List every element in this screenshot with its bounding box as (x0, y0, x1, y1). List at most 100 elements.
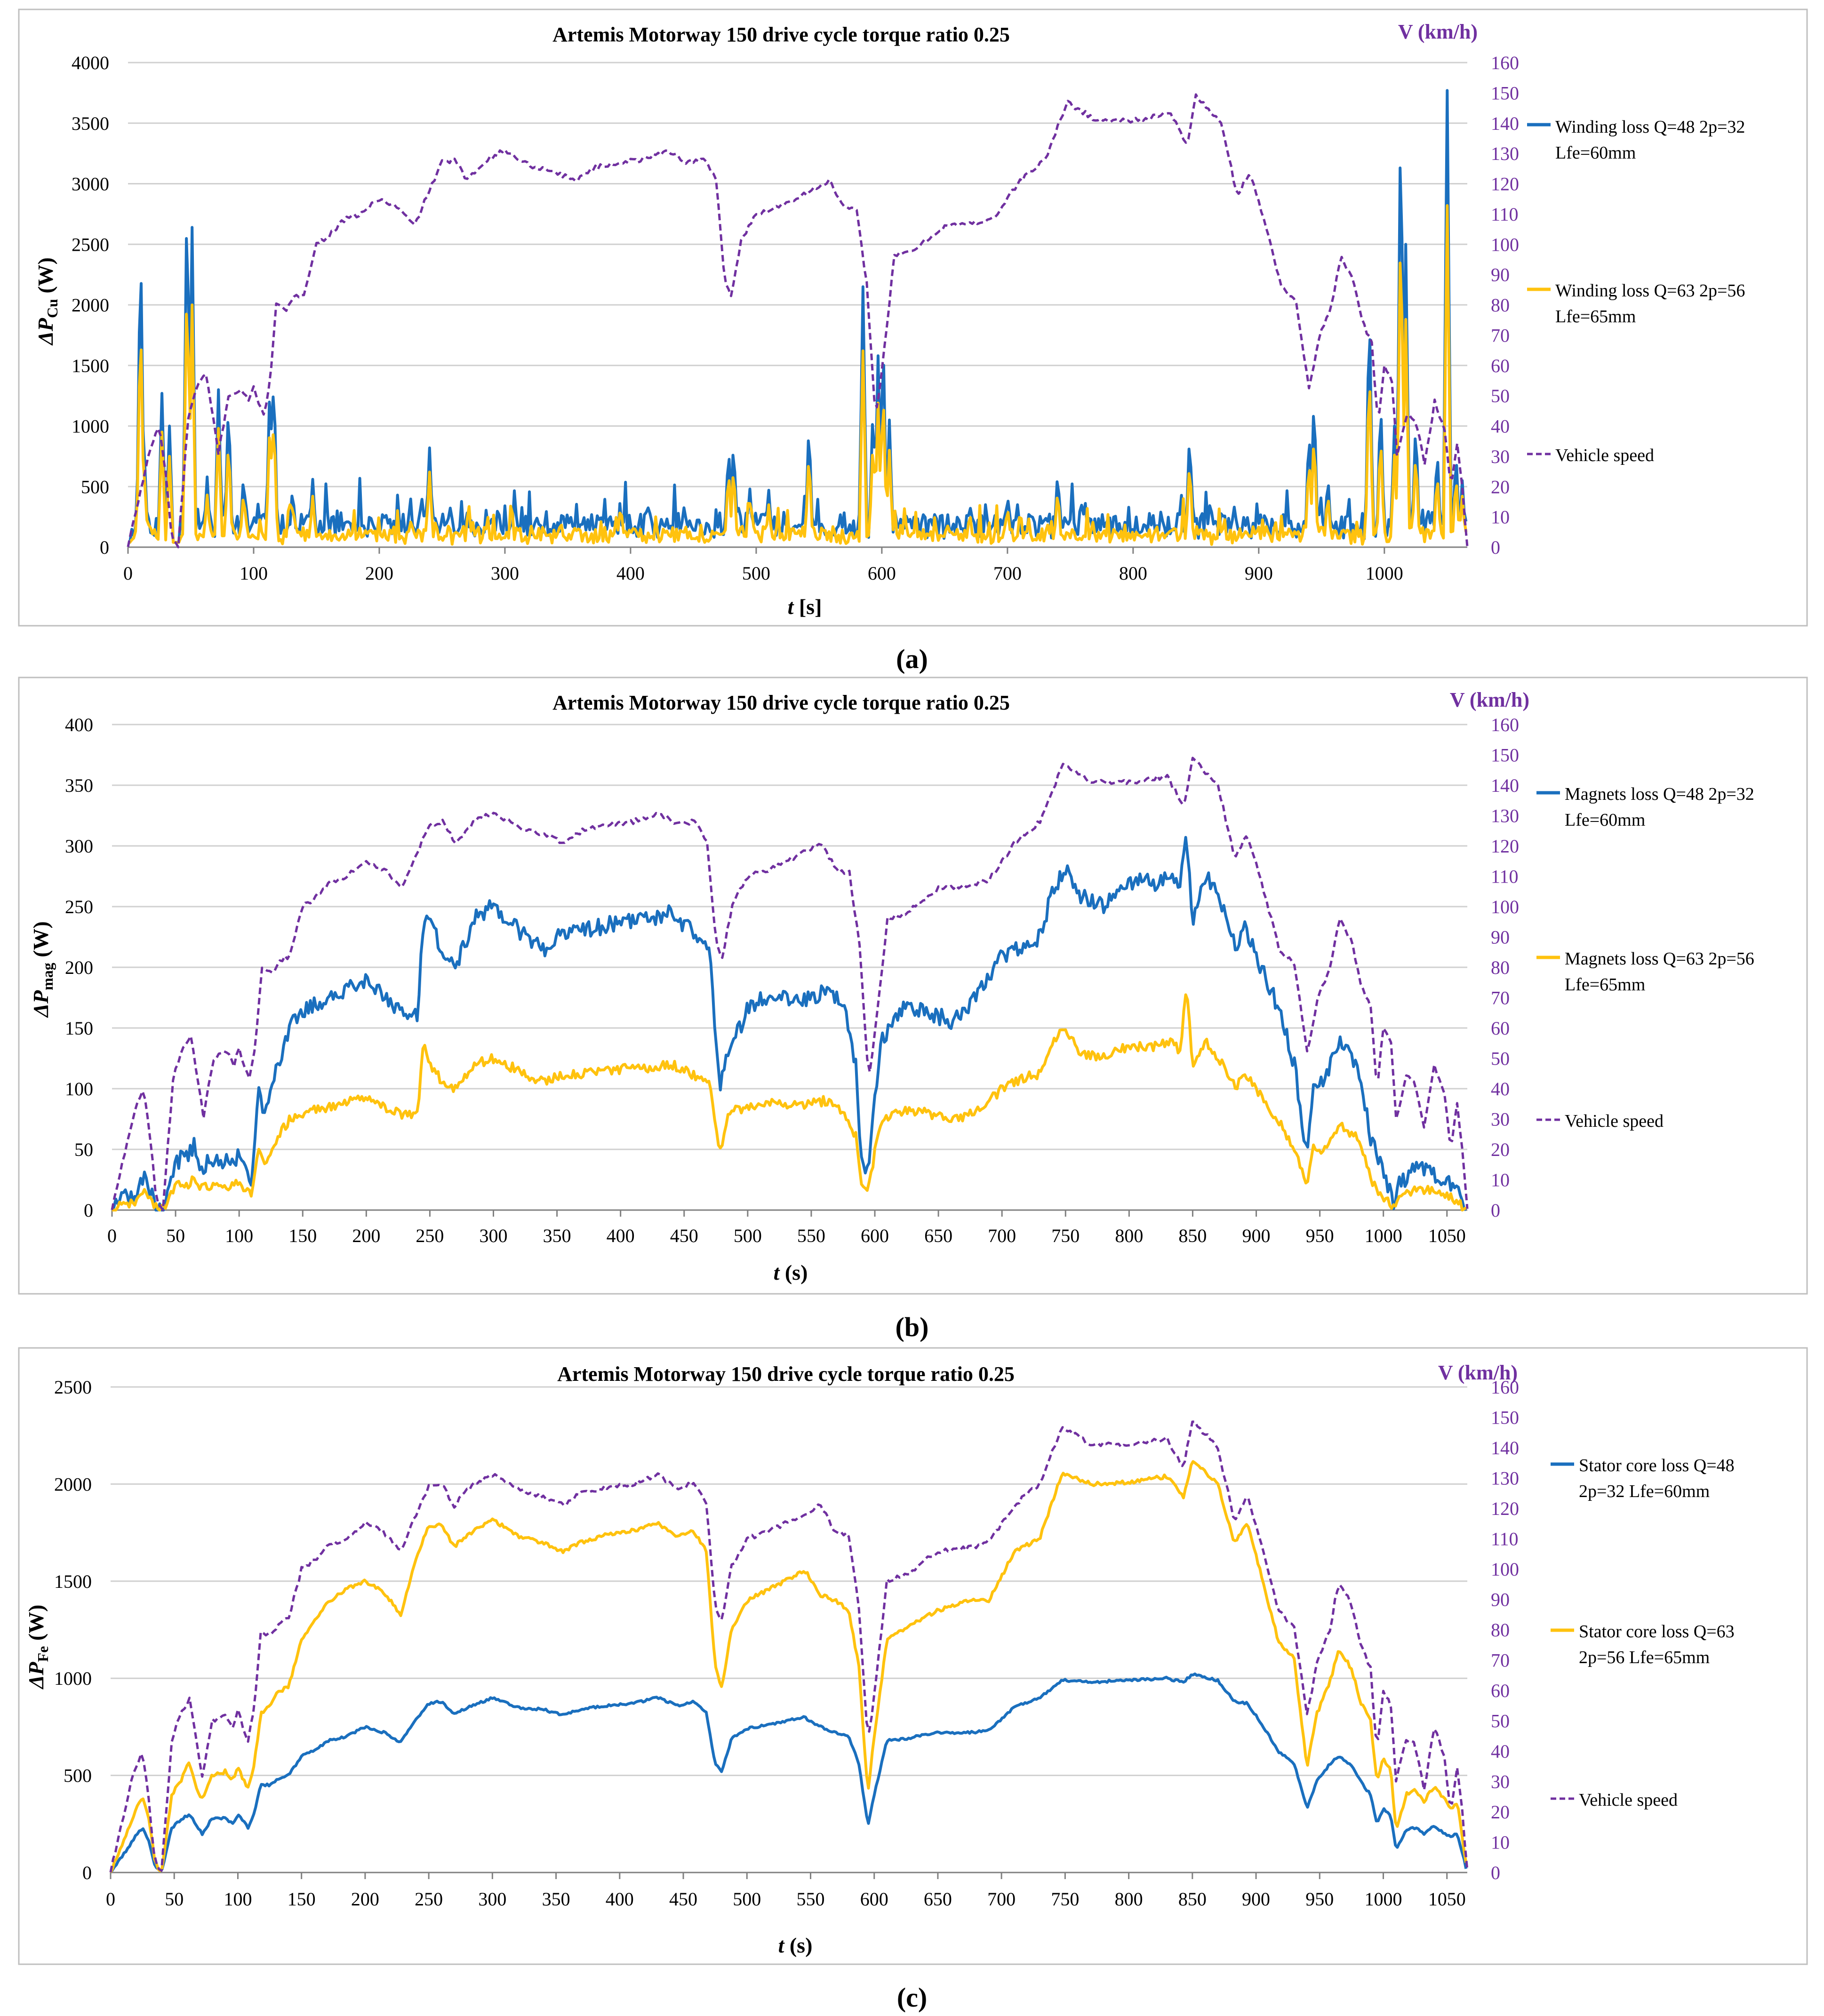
panel-label-a: (a) (896, 644, 928, 674)
y2-tick-label: 60 (1491, 1680, 1510, 1701)
x-tick-label: 200 (351, 1889, 379, 1910)
series-q63-loss (128, 204, 1468, 546)
y-tick-label: 2000 (72, 295, 109, 316)
x-tick-label: 0 (123, 563, 133, 584)
x-tick-label: 100 (240, 563, 268, 584)
x-tick-label: 550 (797, 1225, 825, 1246)
y2-tick-label: 70 (1491, 1650, 1510, 1671)
chart-a-y-label: ΔPCu (W) (33, 257, 61, 346)
y2-tick-label: 140 (1491, 113, 1519, 134)
x-tick-label: 850 (1178, 1889, 1207, 1910)
y2-tick-label: 80 (1491, 1619, 1510, 1641)
legend-a-label-2: Winding loss Q=63 2p=56 Lfe=65mm (1555, 281, 1745, 327)
chart-b-frame (18, 677, 1808, 1295)
x-tick-label: 800 (1115, 1225, 1143, 1246)
x-tick-label: 350 (543, 1225, 571, 1246)
x-tick-label: 850 (1178, 1225, 1207, 1246)
y2-tick-label: 150 (1491, 1407, 1519, 1428)
x-tick-label: 800 (1119, 563, 1147, 584)
chart-b-gridlines (112, 724, 1467, 1211)
chart-c-x-label: t (s) (778, 1933, 813, 1957)
y2-tick-label: 50 (1491, 1711, 1510, 1732)
y2-tick-label: 100 (1491, 896, 1519, 917)
x-tick-label: 750 (1051, 1889, 1079, 1910)
x-tick-label: 1050 (1428, 1225, 1466, 1246)
y2-tick-label: 150 (1491, 745, 1519, 766)
x-tick-label: 0 (107, 1225, 117, 1246)
x-tick-label: 150 (288, 1889, 316, 1910)
y2-tick-label: 40 (1491, 1741, 1510, 1762)
x-tick-label: 400 (606, 1889, 634, 1910)
x-tick-label: 1050 (1428, 1889, 1466, 1910)
series-q63-loss (112, 993, 1467, 1211)
y-tick-label: 0 (82, 1862, 92, 1883)
y-tick-label: 300 (65, 836, 93, 857)
y2-tick-label: 0 (1491, 537, 1500, 558)
x-tick-label: 450 (670, 1225, 698, 1246)
x-tick-label: 500 (733, 1889, 761, 1910)
x-tick-label: 900 (1242, 1225, 1271, 1246)
y2-tick-label: 100 (1491, 1559, 1519, 1580)
x-tick-label: 300 (478, 1889, 506, 1910)
y2-tick-label: 10 (1491, 507, 1510, 528)
x-tick-label: 50 (165, 1889, 184, 1910)
chart-a-x-label: t [s] (788, 595, 822, 619)
x-tick-label: 1000 (1365, 1225, 1402, 1246)
chart-c-y-label-sub: Fe (34, 1646, 51, 1662)
y-tick-label: 2000 (54, 1474, 92, 1495)
y2-tick-label: 160 (1491, 52, 1519, 73)
chart-a-x-label-unit: [s] (793, 595, 822, 619)
panel-label-b: (b) (896, 1312, 929, 1342)
y2-tick-label: 100 (1491, 234, 1519, 255)
y-tick-label: 500 (81, 476, 109, 497)
x-tick-label: 200 (352, 1225, 380, 1246)
y-tick-label: 200 (65, 957, 93, 978)
y2-tick-label: 20 (1491, 476, 1510, 497)
y-tick-label: 150 (65, 1018, 93, 1039)
y2-tick-label: 40 (1491, 1078, 1510, 1100)
x-tick-label: 700 (988, 1225, 1016, 1246)
y2-tick-label: 150 (1491, 82, 1519, 104)
chart-c-gridlines (111, 1386, 1467, 1873)
chart-c-series (109, 1420, 1469, 1873)
x-tick-label: 900 (1245, 563, 1273, 584)
y2-tick-label: 40 (1491, 416, 1510, 437)
x-tick-label: 500 (742, 563, 770, 584)
chart-b-x-axis: 0 50 100 150 200 250 300 350 400 450 500 550 600 650 7… (107, 1210, 1466, 1246)
chart-b-y2-label: V (km/h) (1450, 688, 1529, 711)
y2-tick-label: 30 (1491, 1771, 1510, 1793)
x-tick-label: 700 (993, 563, 1022, 584)
x-tick-label: 450 (669, 1889, 697, 1910)
chart-b-y2-axis: 0 10 20 30 40 50 60 70 80 90 100 110 120 130 140 150 160 (1491, 714, 1519, 1221)
y2-tick-label: 120 (1491, 174, 1519, 195)
legend-b-label-3: Vehicle speed (1565, 1111, 1664, 1131)
chart-a-legend: Winding loss Q=48 2p=32 Lfe=60mm Winding … (1527, 117, 1745, 465)
chart-c-y2-axis: 0 10 20 30 40 50 60 70 80 90 100 110 120 130 140 150 160 (1491, 1377, 1519, 1883)
x-tick-label: 250 (415, 1889, 443, 1910)
legend-c-label-3: Vehicle speed (1579, 1790, 1678, 1810)
y2-tick-label: 60 (1491, 1018, 1510, 1039)
y-tick-label: 100 (65, 1078, 93, 1100)
y-tick-label: 250 (65, 896, 93, 917)
chart-panel-a: Artemis Motorway 150 drive cycle torque … (18, 8, 1808, 627)
y2-tick-label: 90 (1491, 264, 1510, 286)
series-vehicle-speed (111, 757, 1469, 1211)
x-tick-label: 650 (924, 1225, 952, 1246)
chart-b-x-label-unit: (s) (779, 1260, 808, 1284)
chart-a-y-label-unit: (W) (33, 257, 57, 299)
y-tick-label: 1500 (72, 355, 109, 376)
x-tick-label: 650 (924, 1889, 952, 1910)
chart-c-legend: Stator core loss Q=48 2p=32 Lfe=60mm Stat… (1551, 1456, 1735, 1810)
chart-a-title: Artemis Motorway 150 drive cycle torque … (552, 23, 1010, 46)
x-tick-label: 900 (1242, 1889, 1270, 1910)
legend-b-label-2: Magnets loss Q=63 2p=56 Lfe=65mm (1565, 949, 1754, 995)
y-tick-label: 1000 (54, 1668, 92, 1689)
y2-tick-label: 20 (1491, 1801, 1510, 1823)
chart-panel-b: Artemis Motorway 150 drive cycle torque … (18, 677, 1808, 1295)
y2-tick-label: 110 (1491, 1529, 1519, 1550)
panel-label-c: (c) (897, 1982, 927, 2013)
legend-b-label-1: Magnets loss Q=48 2p=32 Lfe=60mm (1565, 784, 1754, 830)
y2-tick-label: 10 (1491, 1832, 1510, 1853)
y2-tick-label: 70 (1491, 988, 1510, 1009)
